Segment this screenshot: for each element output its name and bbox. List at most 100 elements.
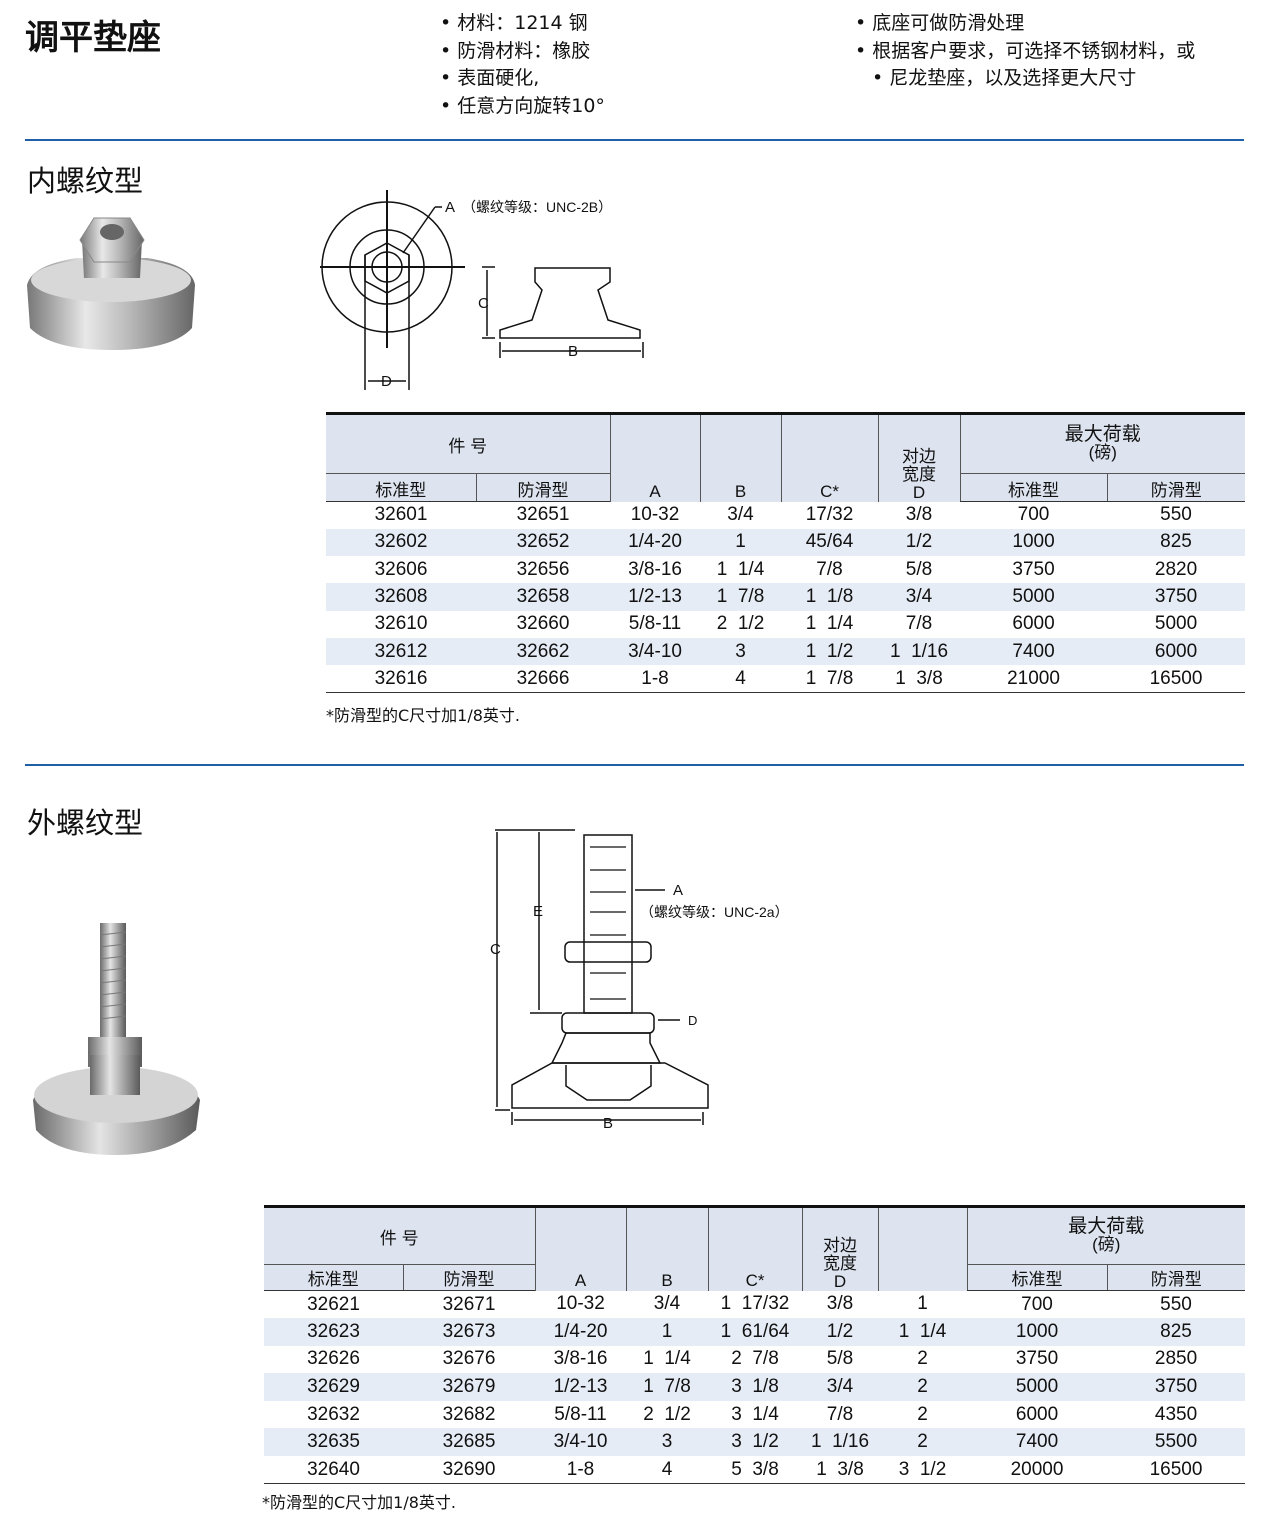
- table-cell: 4: [700, 665, 782, 694]
- page-title: 调平垫座: [25, 18, 161, 58]
- table-cell: 32676: [442, 1348, 496, 1370]
- table-cell: 1 7/8: [643, 1376, 691, 1398]
- feature-item: 根据客户要求，可选择不锈钢材料，或: [855, 38, 1195, 66]
- table-cell: 3: [661, 1431, 673, 1453]
- table-cell: 2 1/2: [716, 613, 765, 635]
- header-d-letter: D: [912, 482, 926, 502]
- header-b: B: [625, 1205, 709, 1291]
- table-cell: 3750: [1154, 586, 1198, 608]
- external-thread-leveler-photo: [33, 923, 200, 1155]
- header-part-no: 件 号: [264, 1205, 536, 1265]
- table-cell: 32616: [326, 665, 476, 694]
- table-cell: 1 1/2: [805, 640, 854, 662]
- header-a: A: [534, 1205, 627, 1291]
- label-d: D: [688, 1013, 697, 1028]
- table-cell: 3: [735, 640, 746, 662]
- feature-item: 防滑材料：橡胶: [440, 38, 605, 66]
- table-cell: 3/8-16: [628, 558, 682, 580]
- table-cell: 1: [661, 1320, 673, 1342]
- table-cell: 3/4: [653, 1293, 681, 1315]
- table-cell: 1000: [1012, 531, 1055, 553]
- label-b: B: [603, 1115, 613, 1132]
- table-cell: 2: [917, 1431, 928, 1453]
- table-cell: 2: [917, 1376, 928, 1398]
- table-cell: 32623: [307, 1320, 360, 1342]
- section-divider: [25, 764, 1244, 766]
- threaded-stud-outline: [583, 834, 633, 1014]
- table-cell: 825: [1160, 1320, 1192, 1342]
- table-row: 32608 32658 1/2-13 1 7/8 1 1/8 3/4 5000 3750: [326, 583, 1246, 611]
- table-cell: 3/4-10: [628, 640, 682, 662]
- table-cell: 1: [917, 1293, 928, 1315]
- table-cell: 1-8: [610, 665, 701, 694]
- table-cell: 550: [1160, 1293, 1192, 1315]
- table-row: 32612 32662 3/4-10 3 1 1/2 1 1/16 7400 6000: [326, 637, 1246, 666]
- table-cell: 16500: [1107, 665, 1246, 694]
- table-cell: 16500: [1107, 1456, 1246, 1485]
- section-title-internal-thread: 内螺纹型: [27, 164, 144, 198]
- feature-list-right: 底座可做防滑处理 根据客户要求，可选择不锈钢材料，或 尼龙垫座，以及选择更大尺寸: [855, 10, 1195, 93]
- internal-thread-diagram: A （螺纹等级：UNC-2B） C B D: [320, 190, 644, 390]
- table-cell: 5/8: [905, 558, 933, 580]
- table-cell: 2: [917, 1403, 928, 1425]
- table-cell: 32610: [374, 613, 428, 635]
- table-cell: 550: [1160, 504, 1192, 526]
- table-body: 32621 32671 10-32 3/4 1 17/32 3/8 1 700 550 32623…: [264, 1291, 1246, 1485]
- table-cell: 2 1/2: [643, 1403, 691, 1425]
- header-load-title: 最大荷载: [1064, 424, 1141, 445]
- table-cell: 1 7/8: [716, 586, 765, 608]
- table-cell: 32679: [442, 1376, 496, 1398]
- header-c: C*: [780, 412, 879, 502]
- header-c: C*: [707, 1205, 803, 1291]
- table-row: 32635 32685 3/4-10 3 3 1/2 1 1/16 2 7400 5500: [264, 1428, 1246, 1457]
- table-cell: 1 3/8: [878, 665, 961, 694]
- table-cell: 5 3/8: [708, 1456, 803, 1485]
- table-cell: 1 1/4: [716, 558, 765, 580]
- table-row: 32602 32652 1/4-20 1 45/64 1/2 1000 825: [326, 528, 1246, 557]
- table-cell: 1 1/8: [805, 586, 854, 608]
- table-cell: 3750: [1012, 558, 1055, 580]
- table-cell: 32660: [516, 613, 570, 635]
- header-d-letter: D: [833, 1271, 847, 1291]
- table-cell: 6000: [1015, 1403, 1059, 1425]
- table-cell: 1 61/64: [720, 1320, 790, 1342]
- header-d-top: 对边 宽度: [823, 1235, 858, 1273]
- table-cell: 1/2-13: [628, 586, 682, 608]
- label-a: A: [673, 882, 683, 899]
- header-load-standard: 标准型: [966, 1264, 1108, 1291]
- table-cell: 1/2: [826, 1320, 854, 1342]
- header-load-anti-slip: 防滑型: [1106, 1264, 1246, 1291]
- table-cell: 1/4-20: [628, 531, 682, 553]
- table-row: 32640 32690 1-8 4 5 3/8 1 3/8 3 1/2 20000 16500: [264, 1456, 1246, 1485]
- header-d: 对边 宽度 D: [801, 1205, 879, 1291]
- table-cell: 3750: [1015, 1348, 1059, 1370]
- header-d-top: 对边 宽度: [902, 446, 937, 484]
- table-cell: 700: [1021, 1293, 1053, 1315]
- table-cell: 3/4: [905, 586, 933, 608]
- table-cell: 5000: [1154, 613, 1198, 635]
- table-cell: 2 7/8: [731, 1348, 779, 1370]
- external-thread-spec-table: 件 号 A B C* 对边 宽度 D 最大荷载 (磅) 标准型 防滑型 标准型 防滑…: [264, 1205, 1246, 1485]
- table-row: 32621 32671 10-32 3/4 1 17/32 3/8 1 700 550: [264, 1291, 1245, 1319]
- table-cell: 5/8-11: [628, 613, 682, 635]
- table-cell: 1 3/8: [802, 1456, 879, 1485]
- jam-nut: [564, 941, 652, 963]
- table-cell: 32608: [374, 586, 428, 608]
- header-b: B: [699, 412, 782, 502]
- table-cell: 1/4-20: [553, 1320, 608, 1342]
- section-divider: [25, 139, 1244, 141]
- hex-nut: [561, 1012, 655, 1034]
- table-cell: 1 1/4: [805, 613, 854, 635]
- header-e: [877, 1205, 968, 1291]
- table-cell: 2850: [1154, 1348, 1198, 1370]
- table-cell: 32626: [307, 1348, 360, 1370]
- table-row: 32601 32651 10-32 3/4 17/32 3/8 700 550: [326, 502, 1245, 529]
- section-title-external-thread: 外螺纹型: [27, 806, 144, 840]
- table-cell: 3750: [1154, 1376, 1198, 1398]
- table-cell: 5000: [1015, 1376, 1059, 1398]
- header-max-load: 最大荷载 (磅): [959, 412, 1246, 474]
- label-e: E: [533, 903, 543, 920]
- table-cell: 6000: [1154, 640, 1198, 662]
- table-cell: 45/64: [805, 531, 854, 553]
- table-cell: 32632: [307, 1403, 360, 1425]
